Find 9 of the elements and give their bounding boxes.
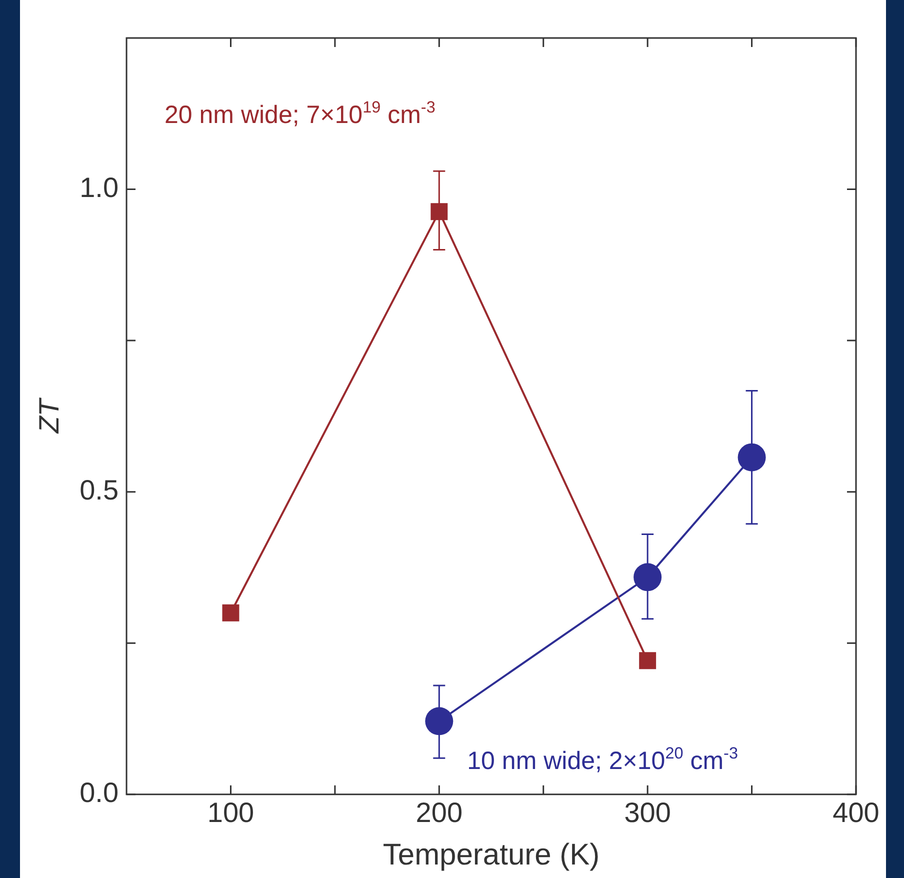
y-tick-label: 1.0	[80, 172, 119, 203]
x-tick-label: 200	[416, 796, 463, 828]
y-tick-label: 0.0	[80, 777, 119, 808]
y-axis-title: ZT	[34, 397, 65, 434]
x-tick-label: 300	[624, 796, 671, 828]
y-tick-label: 0.5	[80, 474, 119, 506]
x-axis-title: Temperature (K)	[382, 838, 600, 872]
x-tick-label: 100	[207, 796, 254, 828]
x-tick-label: 400	[832, 796, 880, 828]
